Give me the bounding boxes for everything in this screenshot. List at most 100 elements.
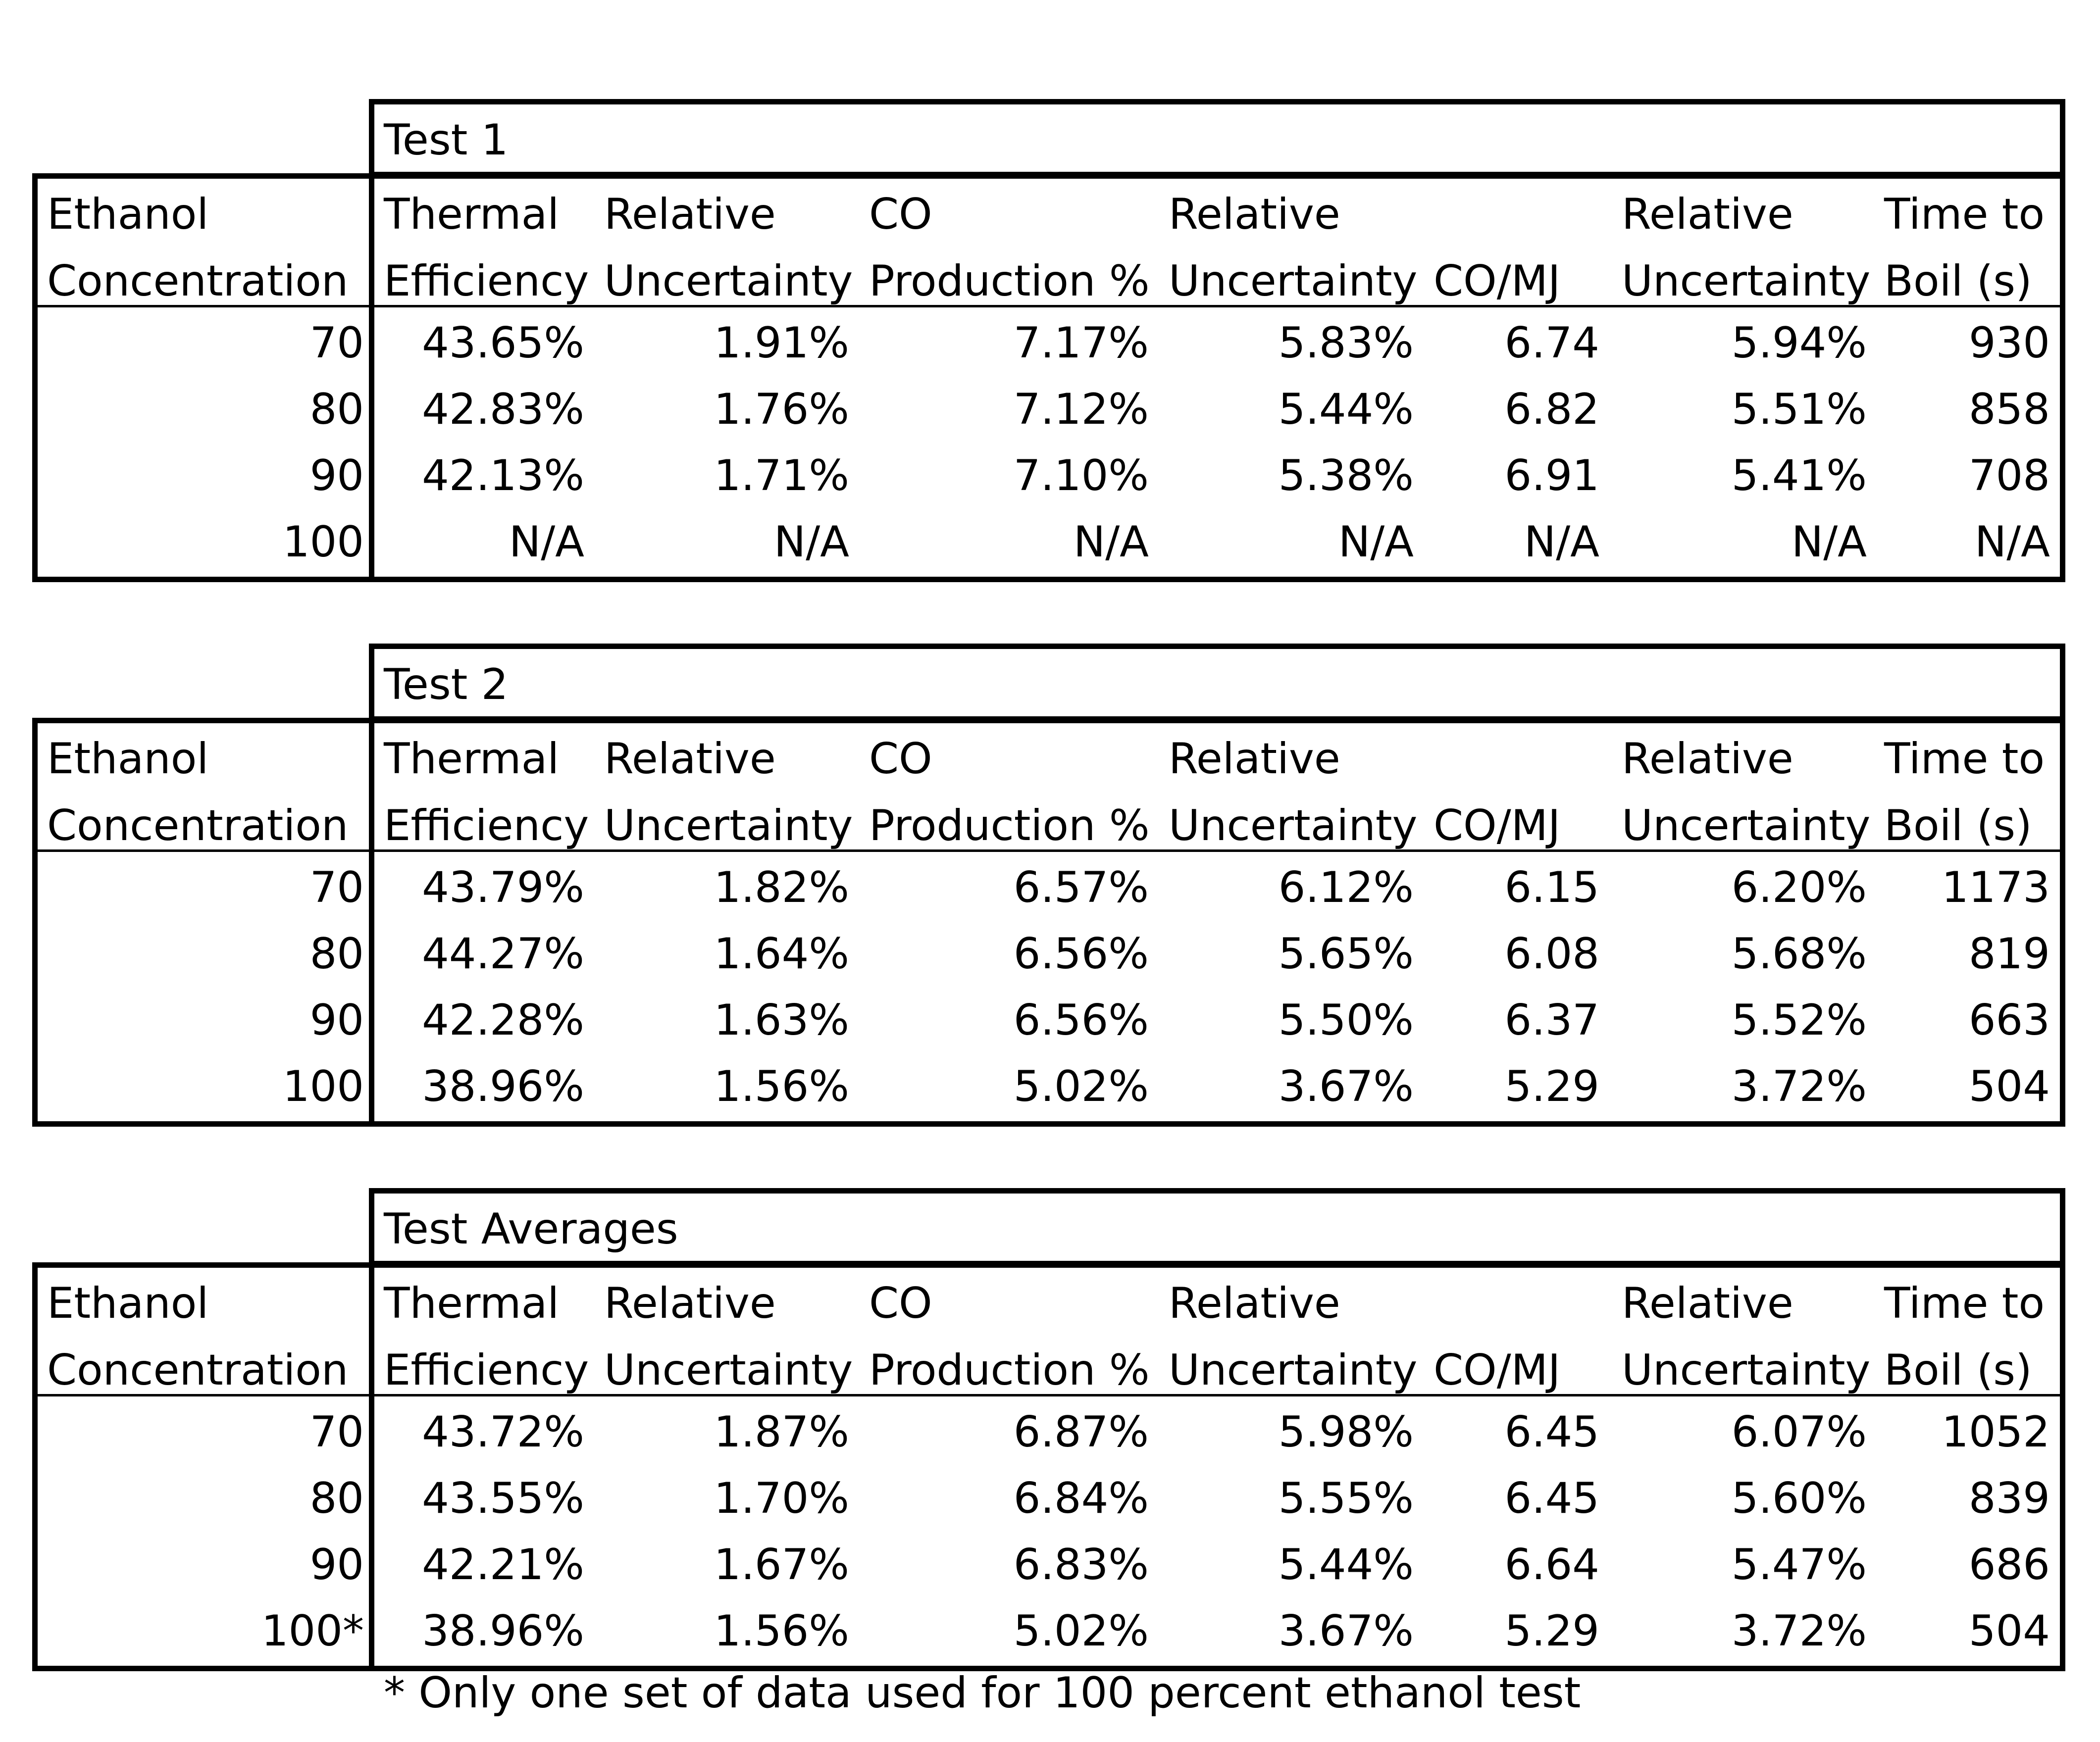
column-header-thermal-efficiency: Thermal [384, 1279, 560, 1328]
cell-concentration: 80 [309, 385, 364, 434]
cell-concentration: 80 [309, 929, 364, 979]
column-header-relative-uncertainty-2: Uncertainty [1169, 1345, 1418, 1395]
table-outer-border [32, 718, 2065, 1127]
cell-co-per-mj: 6.45 [1504, 1407, 1599, 1457]
cell-relative-uncertainty-2: 5.65% [1278, 929, 1414, 979]
table-outer-border [32, 173, 2065, 582]
cell-thermal-efficiency: 43.55% [422, 1474, 584, 1523]
cell-relative-uncertainty-1: 1.71% [714, 451, 849, 500]
column-header-concentration: Concentration [47, 256, 349, 306]
cell-time-to-boil: 708 [1968, 451, 2050, 500]
cell-relative-uncertainty-3: 6.20% [1731, 863, 1867, 912]
column-header-co-production: Production % [869, 1345, 1150, 1395]
cell-thermal-efficiency: 42.28% [422, 995, 584, 1045]
cell-relative-uncertainty-2: 5.98% [1278, 1407, 1414, 1457]
column-header-concentration: Ethanol [47, 190, 209, 239]
cell-relative-uncertainty-2: 3.67% [1278, 1062, 1414, 1111]
cell-relative-uncertainty-1: 1.63% [714, 995, 849, 1045]
cell-co-production: 7.17% [1013, 318, 1149, 368]
cell-concentration: 90 [309, 451, 364, 500]
cell-concentration: 100 [282, 517, 364, 567]
cell-co-per-mj: 6.82 [1504, 385, 1599, 434]
cell-relative-uncertainty-3: 5.60% [1731, 1474, 1867, 1523]
cell-relative-uncertainty-3: 5.47% [1731, 1540, 1867, 1590]
cell-concentration: 70 [309, 318, 364, 368]
cell-time-to-boil: 1052 [1942, 1407, 2050, 1457]
column-header-co-production: CO [869, 1279, 932, 1328]
column-header-co-per-mj: CO/MJ [1434, 1345, 1561, 1395]
cell-concentration: 100* [261, 1606, 364, 1656]
table-title: Test Averages [384, 1204, 678, 1254]
column-header-relative-uncertainty-3: Uncertainty [1622, 256, 1871, 306]
column-header-relative-uncertainty-1: Uncertainty [604, 801, 853, 850]
cell-co-production: 6.83% [1013, 1540, 1149, 1590]
cell-co-production: 6.56% [1013, 995, 1149, 1045]
cell-co-per-mj: 6.74 [1504, 318, 1599, 368]
cell-relative-uncertainty-2: 5.50% [1278, 995, 1414, 1045]
cell-co-production: 6.87% [1013, 1407, 1149, 1457]
cell-time-to-boil: 686 [1968, 1540, 2050, 1590]
cell-thermal-efficiency: 42.13% [422, 451, 584, 500]
cell-concentration: 70 [309, 863, 364, 912]
cell-relative-uncertainty-3: 5.94% [1731, 318, 1867, 368]
cell-concentration: 90 [309, 995, 364, 1045]
cell-relative-uncertainty-1: 1.87% [714, 1407, 849, 1457]
column-header-thermal-efficiency: Efficiency [384, 801, 589, 850]
cell-relative-uncertainty-3: 3.72% [1731, 1062, 1867, 1111]
column-header-relative-uncertainty-1: Relative [604, 1279, 776, 1328]
cell-relative-uncertainty-2: 3.67% [1278, 1606, 1414, 1656]
cell-concentration: 80 [309, 1474, 364, 1523]
table-title-box [369, 644, 2065, 722]
table-title-box [369, 99, 2065, 177]
cell-relative-uncertainty-2: 5.44% [1278, 385, 1414, 434]
column-header-time-to-boil: Time to [1884, 734, 2045, 784]
cell-time-to-boil: 839 [1968, 1474, 2050, 1523]
cell-relative-uncertainty-3: 5.51% [1731, 385, 1867, 434]
column-header-relative-uncertainty-3: Uncertainty [1622, 1345, 1871, 1395]
column-divider [369, 173, 374, 582]
cell-time-to-boil: 1173 [1942, 863, 2050, 912]
cell-thermal-efficiency: 43.79% [422, 863, 584, 912]
column-header-co-production: Production % [869, 801, 1150, 850]
column-header-relative-uncertainty-3: Relative [1622, 734, 1793, 784]
column-header-relative-uncertainty-3: Uncertainty [1622, 801, 1871, 850]
cell-thermal-efficiency: 42.83% [422, 385, 584, 434]
cell-relative-uncertainty-1: 1.82% [714, 863, 849, 912]
cell-relative-uncertainty-2: 5.55% [1278, 1474, 1414, 1523]
cell-time-to-boil: 819 [1968, 929, 2050, 979]
header-divider [32, 305, 2065, 307]
column-header-concentration: Ethanol [47, 1279, 209, 1328]
cell-relative-uncertainty-3: N/A [1791, 517, 1867, 567]
column-header-time-to-boil: Time to [1884, 1279, 2045, 1328]
column-header-thermal-efficiency: Thermal [384, 190, 560, 239]
cell-time-to-boil: 858 [1968, 385, 2050, 434]
column-header-thermal-efficiency: Efficiency [384, 256, 589, 306]
column-header-relative-uncertainty-2: Relative [1169, 1279, 1340, 1328]
column-header-relative-uncertainty-1: Relative [604, 734, 776, 784]
cell-co-per-mj: 6.08 [1504, 929, 1599, 979]
cell-co-production: 6.57% [1013, 863, 1149, 912]
table-title: Test 2 [384, 660, 509, 709]
column-divider [369, 718, 374, 1127]
column-header-relative-uncertainty-1: Uncertainty [604, 256, 853, 306]
cell-thermal-efficiency: 43.65% [422, 318, 584, 368]
column-header-co-per-mj: CO/MJ [1434, 801, 1561, 850]
cell-relative-uncertainty-2: 5.44% [1278, 1540, 1414, 1590]
cell-co-production: 5.02% [1013, 1606, 1149, 1656]
cell-co-per-mj: 5.29 [1504, 1606, 1599, 1656]
column-header-thermal-efficiency: Efficiency [384, 1345, 589, 1395]
cell-thermal-efficiency: 38.96% [422, 1606, 584, 1656]
cell-co-per-mj: 6.15 [1504, 863, 1599, 912]
cell-co-per-mj: 6.64 [1504, 1540, 1599, 1590]
cell-co-per-mj: 6.91 [1504, 451, 1599, 500]
cell-relative-uncertainty-2: 6.12% [1278, 863, 1414, 912]
column-header-relative-uncertainty-2: Relative [1169, 190, 1340, 239]
column-header-time-to-boil: Boil (s) [1884, 256, 2032, 306]
column-header-relative-uncertainty-1: Uncertainty [604, 1345, 853, 1395]
column-header-relative-uncertainty-2: Uncertainty [1169, 801, 1418, 850]
cell-co-production: 6.84% [1013, 1474, 1149, 1523]
cell-relative-uncertainty-3: 6.07% [1731, 1407, 1867, 1457]
cell-relative-uncertainty-1: 1.64% [714, 929, 849, 979]
cell-thermal-efficiency: 42.21% [422, 1540, 584, 1590]
column-header-concentration: Concentration [47, 801, 349, 850]
